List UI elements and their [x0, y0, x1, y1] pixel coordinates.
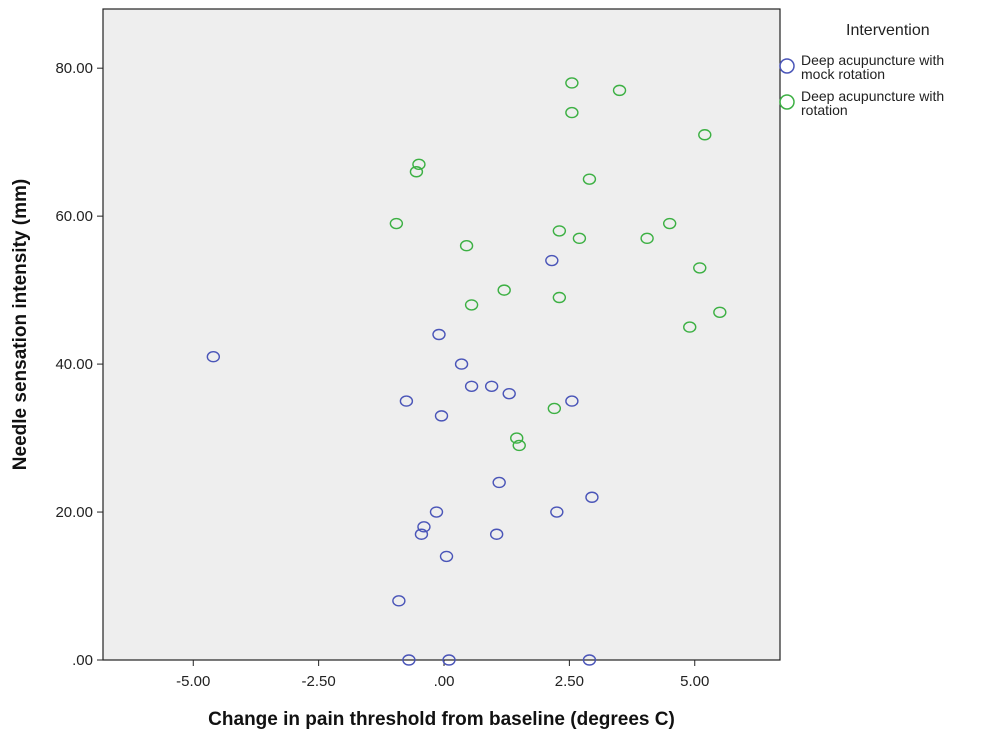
legend-label-series-1: rotation — [801, 102, 848, 118]
data-point-series-1 — [510, 432, 524, 444]
data-point-series-0 — [439, 550, 454, 563]
legend-label-series-1: Deep acupuncture with — [801, 88, 944, 104]
data-point-series-0 — [464, 380, 479, 392]
data-point-series-1 — [565, 77, 579, 89]
data-point-series-0 — [565, 395, 579, 407]
data-point-series-1 — [459, 240, 474, 252]
data-point-series-1 — [552, 291, 567, 304]
data-point-series-1 — [389, 217, 404, 230]
x-tick-label: -5.00 — [176, 673, 210, 690]
data-point-series-0 — [545, 254, 559, 267]
x-axis-title: Change in pain threshold from baseline (… — [208, 709, 675, 730]
data-point-series-1 — [582, 173, 597, 185]
data-point-series-0 — [432, 328, 446, 341]
x-tick-label: 5.00 — [680, 673, 709, 690]
data-point-series-1 — [547, 402, 562, 415]
data-point-series-0 — [392, 595, 406, 607]
data-point-series-1 — [662, 217, 677, 230]
data-point-series-0 — [206, 350, 221, 363]
data-point-series-1 — [612, 84, 627, 97]
data-point-series-1 — [512, 439, 526, 452]
data-point-series-0 — [402, 654, 416, 666]
data-point-series-0 — [502, 387, 516, 400]
legend-title: Intervention — [846, 22, 930, 39]
data-point-series-1 — [464, 299, 479, 311]
data-point-series-1 — [693, 262, 707, 274]
data-point-series-0 — [399, 395, 414, 407]
data-point-series-0 — [454, 358, 469, 370]
data-point-series-1 — [698, 129, 712, 141]
data-point-series-0 — [582, 654, 597, 666]
x-axis-ticks: -5.00 -2.50 .00 2.50 5.00 — [176, 660, 709, 690]
data-point-series-0 — [492, 476, 506, 489]
data-point-series-0 — [429, 506, 444, 518]
y-tick-label: 80.00 — [55, 60, 93, 77]
legend-marker-series-1 — [779, 94, 795, 110]
data-point-series-0 — [434, 410, 449, 422]
data-point-series-1 — [640, 232, 654, 245]
plot-area — [102, 8, 781, 661]
y-tick-label: .00 — [72, 652, 93, 669]
x-tick-label: -2.50 — [302, 673, 336, 690]
data-point-series-0 — [484, 380, 499, 392]
data-point-series-0 — [550, 506, 564, 518]
data-point-series-1 — [565, 106, 579, 119]
data-point-series-0 — [442, 654, 456, 666]
data-point-series-0 — [417, 521, 431, 533]
data-point-series-0 — [414, 528, 429, 540]
y-axis-title: Needle sensation intensity (mm) — [10, 179, 31, 470]
data-point-series-1 — [409, 166, 424, 178]
data-point-series-0 — [585, 491, 599, 503]
data-point-series-1 — [572, 232, 587, 245]
data-point-series-1 — [497, 284, 511, 296]
x-tick-label: .00 — [434, 673, 455, 690]
x-tick-label: 2.50 — [555, 673, 584, 690]
data-point-series-1 — [683, 321, 697, 333]
legend-label-series-0: mock rotation — [801, 66, 885, 82]
y-tick-label: 40.00 — [55, 356, 93, 373]
y-tick-label: 20.00 — [55, 504, 93, 521]
data-points — [206, 77, 727, 666]
data-point-series-1 — [552, 225, 567, 237]
legend-label-series-0: Deep acupuncture with — [801, 52, 944, 68]
y-axis-ticks: .00 20.00 40.00 60.00 80.00 — [55, 60, 103, 669]
data-point-series-1 — [412, 158, 426, 171]
data-point-series-0 — [489, 528, 504, 540]
legend-marker-series-0 — [779, 58, 795, 74]
y-tick-label: 60.00 — [55, 208, 93, 225]
data-point-series-1 — [713, 306, 727, 319]
